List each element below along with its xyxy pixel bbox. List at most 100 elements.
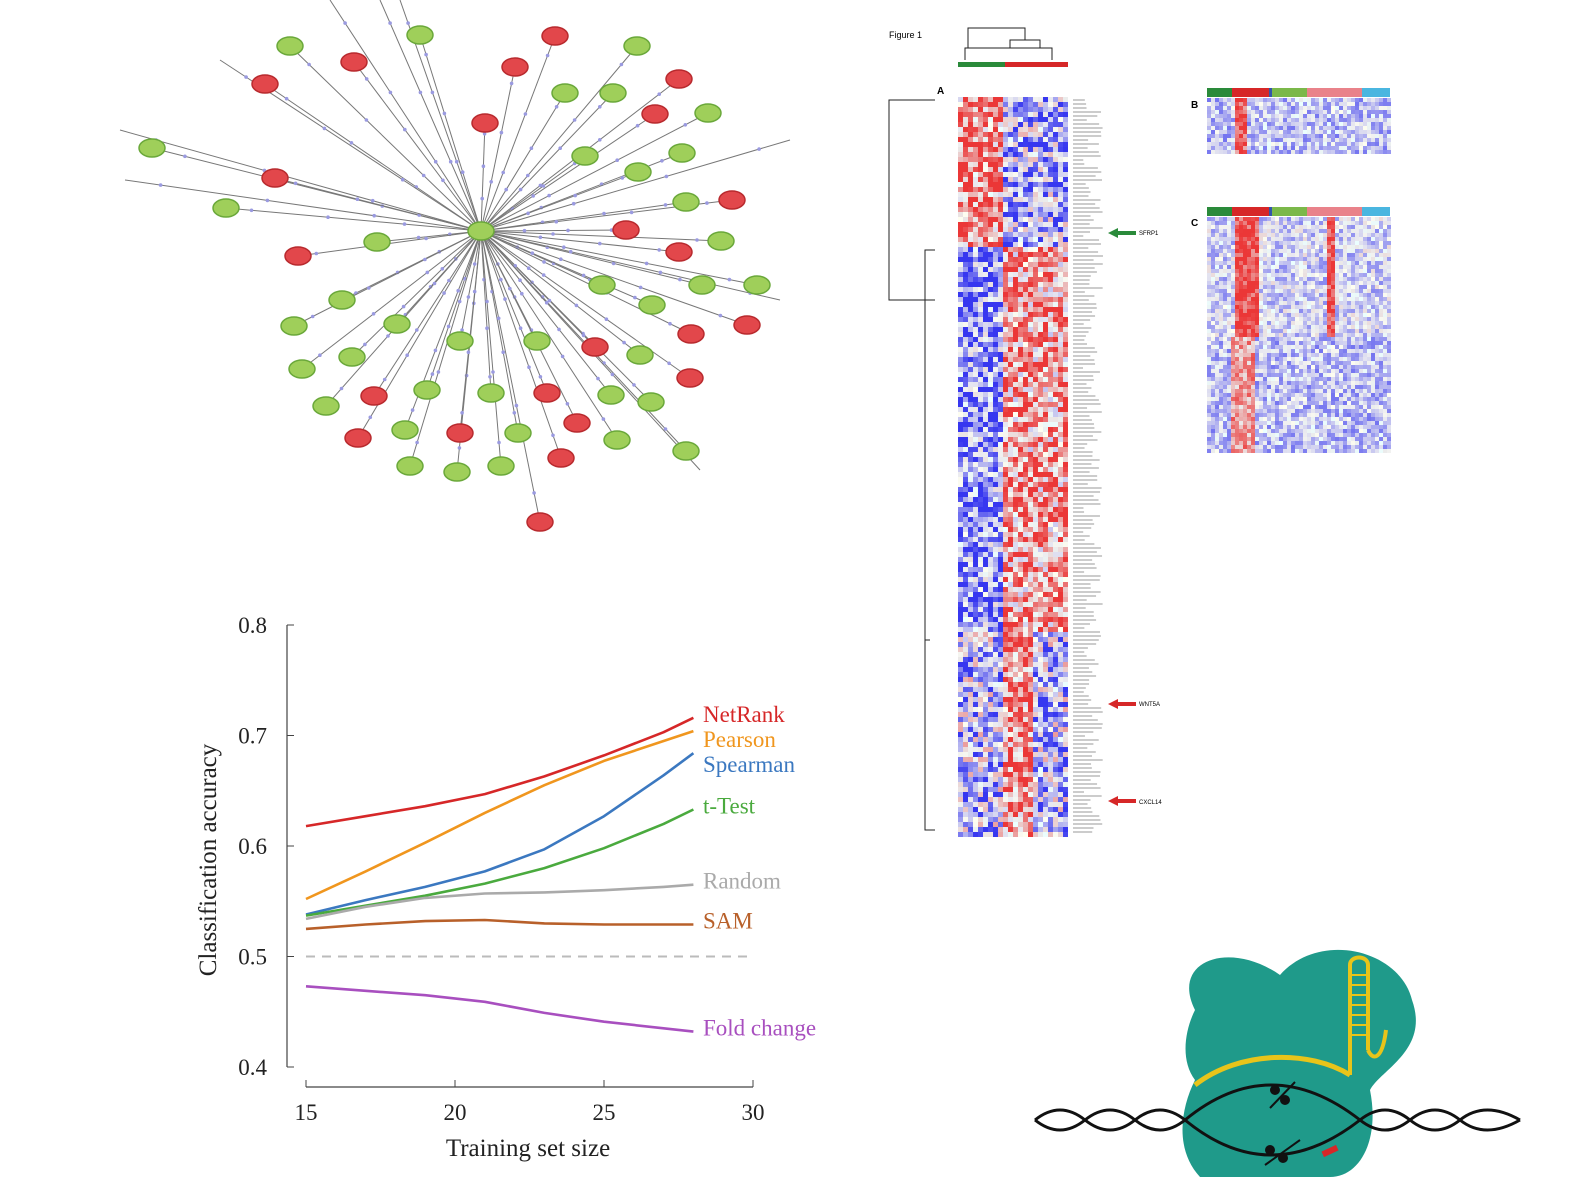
heatmap-cell — [1367, 138, 1371, 142]
heatmap-cell — [1048, 157, 1053, 162]
heatmap-cell — [1018, 547, 1023, 552]
heatmap-cell — [1008, 312, 1013, 317]
heatmap-cell — [1008, 642, 1013, 647]
heatmap-cell — [1267, 261, 1271, 265]
edge-dot — [372, 213, 377, 218]
heatmap-cell — [1291, 245, 1295, 249]
heatmap-cell — [1323, 102, 1327, 106]
heatmap-cell — [958, 557, 963, 562]
heatmap-cell — [1013, 722, 1018, 727]
heatmap-cell — [993, 682, 998, 687]
heatmap-cell — [993, 457, 998, 462]
heatmap-cell — [1013, 247, 1018, 252]
network-node — [638, 295, 666, 315]
heatmap-cell — [1038, 367, 1043, 372]
heatmap-cell — [1013, 407, 1018, 412]
heatmap-cell — [1315, 233, 1319, 237]
heatmap-cell — [1379, 122, 1383, 126]
heatmap-cell — [1018, 537, 1023, 542]
heatmap-cell — [1028, 107, 1033, 112]
heatmap-cell — [993, 157, 998, 162]
heatmap-cell — [1223, 106, 1227, 110]
heatmap-cell — [978, 187, 983, 192]
network-node — [360, 386, 388, 406]
heatmap-cell — [978, 407, 983, 412]
heatmap-cell — [988, 242, 993, 247]
heatmap-cell — [1038, 627, 1043, 632]
heatmap-cell — [963, 362, 968, 367]
heatmap-cell — [1048, 262, 1053, 267]
heatmap-cell — [978, 102, 983, 107]
heatmap-cell — [978, 562, 983, 567]
heatmap-cell — [1063, 227, 1068, 232]
heatmap-cell — [983, 777, 988, 782]
heatmap-cell — [1033, 157, 1038, 162]
heatmap-cell — [1053, 622, 1058, 627]
heatmap-cell — [1299, 126, 1303, 130]
heatmap-cell — [1367, 241, 1371, 245]
heatmap-cell — [993, 257, 998, 262]
heatmap-cell — [1003, 282, 1008, 287]
heatmap-cell — [1299, 237, 1303, 241]
heatmap-cell — [1319, 245, 1323, 249]
heatmap-cell — [978, 302, 983, 307]
heatmap-cell — [1219, 146, 1223, 150]
network-node — [688, 275, 716, 295]
heatmap-cell — [978, 667, 983, 672]
heatmap-cell — [973, 597, 978, 602]
heatmap-cell — [1003, 492, 1008, 497]
network-edge — [480, 35, 556, 232]
heatmap-cell — [1311, 249, 1315, 253]
heatmap-cell — [998, 277, 1003, 282]
heatmap-cell — [983, 577, 988, 582]
heatmap-cell — [973, 442, 978, 447]
heatmap-cell — [1319, 114, 1323, 118]
heatmap-cell — [1028, 212, 1033, 217]
heatmap-cell — [1038, 487, 1043, 492]
heatmap-cell — [1038, 747, 1043, 752]
heatmap-cell — [1063, 357, 1068, 362]
heatmap-cell — [973, 332, 978, 337]
heatmap-cell — [1023, 832, 1028, 837]
heatmap-cell — [1355, 229, 1359, 233]
heatmap-cell — [988, 602, 993, 607]
network-node — [526, 512, 554, 532]
heatmap-cell — [1048, 457, 1053, 462]
heatmap-cell — [1023, 767, 1028, 772]
heatmap-cell — [963, 182, 968, 187]
heatmap-cell — [983, 622, 988, 627]
heatmap-cell — [1003, 587, 1008, 592]
heatmap-cell — [1299, 217, 1303, 221]
heatmap-cell — [1315, 237, 1319, 241]
heatmap-cell — [1303, 249, 1307, 253]
heatmap-cell — [1028, 692, 1033, 697]
heatmap-cell — [963, 342, 968, 347]
heatmap-cell — [1033, 102, 1038, 107]
heatmap-cell — [993, 722, 998, 727]
heatmap-cell — [978, 702, 983, 707]
heatmap-cell — [1053, 422, 1058, 427]
heatmap-cell — [983, 572, 988, 577]
heatmap-cell — [1343, 106, 1347, 110]
heatmap-cell — [1251, 134, 1255, 138]
heatmap-cell — [1251, 233, 1255, 237]
heatmap-cell — [1048, 497, 1053, 502]
heatmap-cell — [1023, 122, 1028, 127]
heatmap-cell — [1053, 112, 1058, 117]
heatmap-cell — [1063, 807, 1068, 812]
heatmap-cell — [1063, 197, 1068, 202]
heatmap-cell — [958, 112, 963, 117]
heatmap-cell — [978, 627, 983, 632]
heatmap-cell — [1227, 233, 1231, 237]
edge-dot — [441, 178, 445, 183]
heatmap-cell — [1028, 407, 1033, 412]
heatmap-cell — [1263, 102, 1267, 106]
heatmap-cell — [993, 782, 998, 787]
heatmap-cell — [1033, 707, 1038, 712]
heatmap-cell — [998, 442, 1003, 447]
heatmap-cell — [983, 562, 988, 567]
heatmap-cell — [1048, 307, 1053, 312]
heatmap-cell — [988, 287, 993, 292]
edge-dot — [496, 316, 501, 321]
heatmap-cell — [998, 737, 1003, 742]
